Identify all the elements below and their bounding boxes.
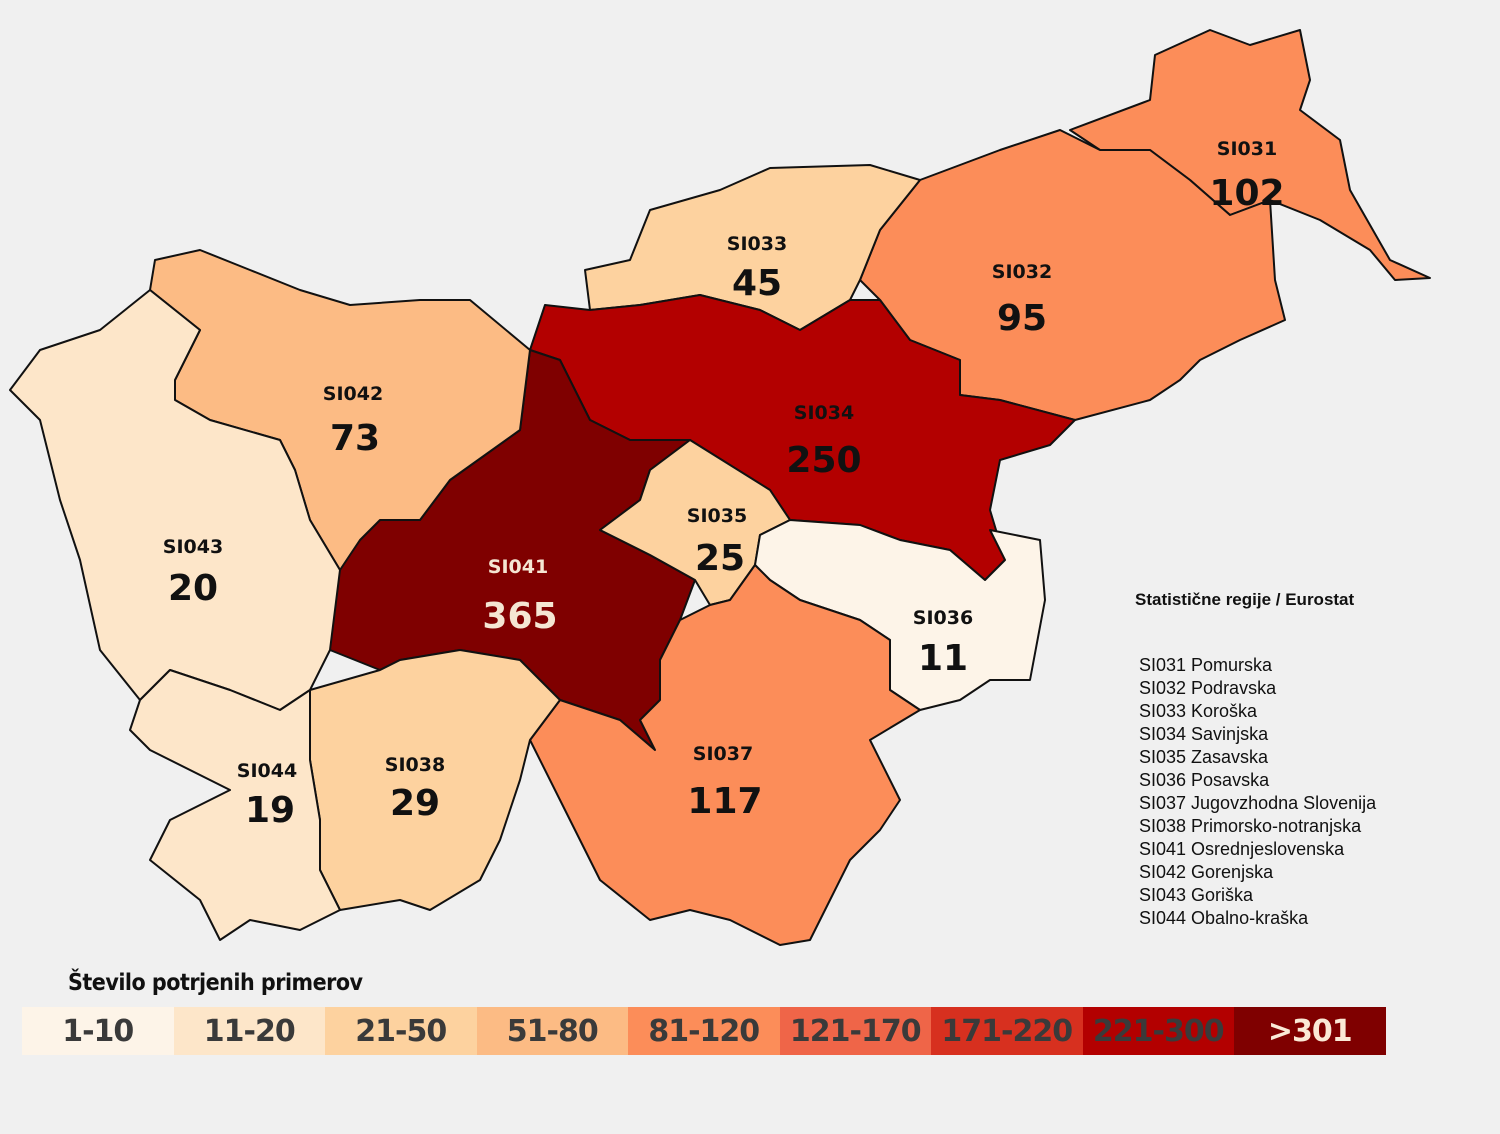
- list-item: SI038 Primorsko-notranjska: [1139, 816, 1362, 836]
- region-code-label: SI032: [992, 261, 1052, 283]
- regions-list: SI031 Pomurska SI032 Podravska SI033 Kor…: [1139, 654, 1376, 930]
- region-SI038[interactable]: [309, 649, 561, 911]
- legend-swatch: 1-10: [22, 1007, 174, 1055]
- slovenia-map: SI031 102 SI032 95 SI033 45 SI034 250 SI…: [9, 29, 1431, 946]
- region-value-label: 25: [695, 538, 745, 579]
- region-value-label: 29: [390, 783, 440, 824]
- list-item: SI043 Goriška: [1139, 885, 1254, 905]
- regions-list-title: Statistične regije / Eurostat: [1135, 590, 1355, 609]
- legend-title: Število potrjenih primerov: [68, 970, 363, 996]
- legend-color-scale: 1-10 11-20 21-50 51-80 81-120 121-170 17…: [22, 1007, 1386, 1055]
- region-SI037[interactable]: [529, 564, 921, 946]
- region-value-label: 20: [168, 568, 218, 609]
- list-item: SI035 Zasavska: [1139, 747, 1269, 767]
- region-code-label: SI033: [727, 233, 787, 255]
- legend-swatch: 11-20: [173, 1007, 325, 1055]
- region-SI043[interactable]: [9, 289, 341, 711]
- region-value-label: 117: [687, 781, 762, 822]
- list-item: SI042 Gorenjska: [1139, 862, 1274, 882]
- region-code-label: SI041: [488, 556, 548, 578]
- list-item: SI044 Obalno-kraška: [1139, 908, 1309, 928]
- region-code-label: SI043: [163, 536, 223, 558]
- legend-swatch: 51-80: [476, 1007, 628, 1055]
- legend-swatch: 171-220: [931, 1007, 1083, 1055]
- list-item: SI036 Posavska: [1139, 770, 1270, 790]
- legend-swatch: 21-50: [325, 1007, 477, 1055]
- list-item: SI034 Savinjska: [1139, 724, 1269, 744]
- region-code-label: SI031: [1217, 138, 1277, 160]
- list-item: SI031 Pomurska: [1139, 655, 1273, 675]
- region-value-label: 19: [245, 790, 295, 831]
- region-code-label: SI036: [913, 607, 973, 629]
- legend-swatch: >301: [1234, 1007, 1386, 1055]
- region-value-label: 365: [482, 596, 557, 637]
- region-value-label: 250: [786, 440, 861, 481]
- legend-swatch: 81-120: [628, 1007, 780, 1055]
- region-code-label: SI044: [237, 760, 297, 782]
- list-item: SI033 Koroška: [1139, 701, 1258, 721]
- region-code-label: SI034: [794, 402, 854, 424]
- legend-swatch: 121-170: [779, 1007, 931, 1055]
- region-code-label: SI037: [693, 743, 753, 765]
- region-code-label: SI038: [385, 754, 445, 776]
- region-value-label: 95: [997, 298, 1047, 339]
- list-item: SI037 Jugovzhodna Slovenija: [1139, 793, 1377, 813]
- list-item: SI032 Podravska: [1139, 678, 1277, 698]
- region-value-label: 11: [918, 638, 968, 679]
- region-code-label: SI035: [687, 505, 747, 527]
- list-item: SI041 Osrednjeslovenska: [1139, 839, 1345, 859]
- region-code-label: SI042: [323, 383, 383, 405]
- region-value-label: 102: [1209, 173, 1284, 214]
- region-SI044[interactable]: [129, 669, 341, 941]
- region-value-label: 45: [732, 263, 782, 304]
- region-value-label: 73: [330, 418, 380, 459]
- legend-swatch: 221-300: [1082, 1007, 1234, 1055]
